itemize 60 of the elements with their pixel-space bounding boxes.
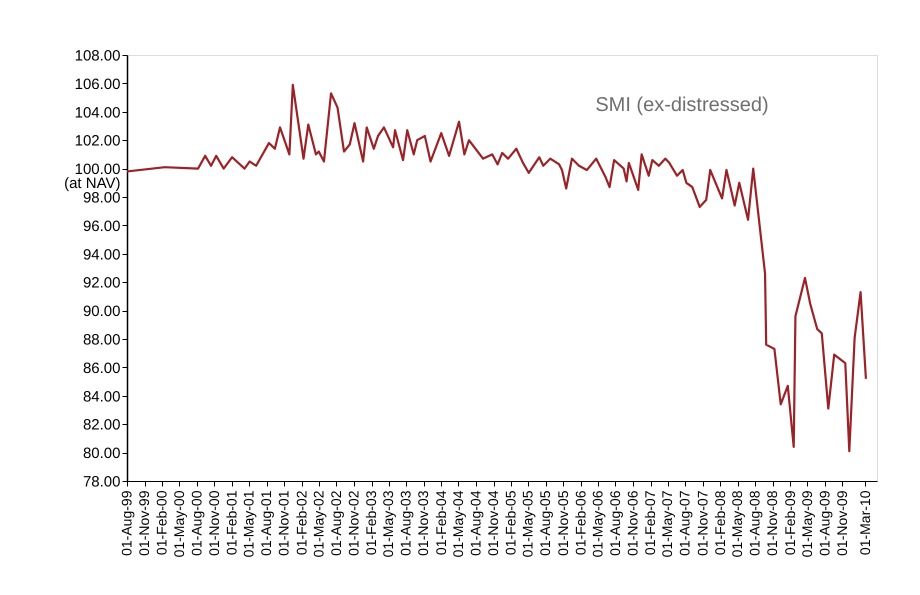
x-tick-label: 01-Aug-09 bbox=[816, 490, 832, 556]
x-tick-label: 01-May-00 bbox=[170, 490, 187, 558]
x-tick-label: 01-May-03 bbox=[380, 490, 396, 558]
y-tick-label: 80.00 bbox=[82, 445, 120, 462]
y-tick-label: 82.00 bbox=[82, 416, 120, 434]
x-tick-label: 01-Aug-08 bbox=[746, 490, 763, 556]
x-tick-label: 01-Nov-00 bbox=[206, 490, 222, 556]
y-tick-label: 102.00 bbox=[74, 132, 120, 150]
y-tick-label: 108.00 bbox=[74, 48, 120, 64]
x-tick-label: 01-Aug-01 bbox=[258, 490, 274, 556]
x-tick-label: 01-Mar-10 bbox=[856, 490, 873, 556]
y-tick-label: 96.00 bbox=[82, 218, 120, 235]
y-tick-label: 86.00 bbox=[82, 360, 120, 377]
x-tick-label: 01-Feb-06 bbox=[572, 490, 588, 556]
y-tick-label: 104.00 bbox=[74, 104, 120, 122]
x-tick-label: 01-Aug-05 bbox=[537, 490, 554, 556]
x-tick-label: 01-Feb-05 bbox=[502, 490, 519, 556]
x-tick-label: 01-Nov-07 bbox=[694, 490, 710, 556]
x-tick-label: 01-Nov-02 bbox=[345, 490, 362, 556]
x-tick-label: 01-Nov-04 bbox=[485, 490, 502, 556]
x-tick-label: 01-Feb-00 bbox=[154, 490, 170, 556]
y-tick-label: 84.00 bbox=[82, 388, 120, 406]
x-tick-label: 01-Aug-99 bbox=[118, 490, 134, 556]
y-tick-label: 106.00 bbox=[74, 76, 120, 93]
x-tick-label: 01-May-06 bbox=[589, 490, 606, 558]
x-tick-label: 01-May-05 bbox=[520, 490, 536, 558]
x-tick-label: 01-Feb-01 bbox=[224, 490, 240, 556]
text: SMI (ex-distressed) bbox=[595, 94, 769, 116]
line-series bbox=[127, 84, 868, 452]
x-tick-label: 01-Aug-00 bbox=[188, 490, 204, 556]
x-tick-label: 01-Feb-04 bbox=[432, 490, 449, 556]
x-tick-label: 01-Aug-04 bbox=[468, 490, 484, 556]
x-tick-label: 01-Feb-07 bbox=[642, 490, 658, 556]
x-tick-label: 01-Nov-06 bbox=[624, 490, 641, 556]
y-tick-label: 90.00 bbox=[82, 303, 120, 320]
x-tick-label: 01-Aug-07 bbox=[676, 490, 693, 556]
x-tick-label: 01-Nov-01 bbox=[276, 490, 292, 556]
y-tick-label: 88.00 bbox=[82, 332, 120, 348]
x-tick-label: 01-Feb-09 bbox=[782, 490, 798, 556]
x-tick-label: 01-Aug-06 bbox=[606, 490, 623, 556]
x-tick-label: 01-May-07 bbox=[659, 490, 676, 558]
x-tick-label: 01-Nov-08 bbox=[764, 490, 780, 556]
y-tick-label: 94.00 bbox=[82, 246, 120, 264]
x-tick-label: 01-Feb-08 bbox=[712, 490, 728, 556]
x-tick-label: 01-Aug-03 bbox=[398, 490, 414, 556]
x-tick-label: 01-Nov-03 bbox=[415, 490, 432, 556]
y-tick-label: 78.00 bbox=[82, 474, 120, 490]
x-tick-label: 01-Nov-09 bbox=[834, 490, 850, 556]
y-tick-label: 92.00 bbox=[82, 274, 120, 292]
x-tick-label: 01-Feb-03 bbox=[363, 490, 380, 556]
x-tick-label: 01-Nov-99 bbox=[136, 490, 152, 556]
x-tick-label: 01-May-04 bbox=[450, 490, 466, 558]
x-tick-label: 01-Nov-05 bbox=[554, 490, 571, 556]
x-tick-label: 01-Aug-02 bbox=[328, 490, 344, 556]
x-tick-label: 01-May-08 bbox=[729, 490, 746, 558]
x-tick-label: 01-May-01 bbox=[240, 490, 257, 558]
x-tick-label: 01-Feb-02 bbox=[293, 490, 310, 556]
y-tick-label: 100.00 (at NAV) bbox=[64, 161, 120, 192]
x-tick-label: 01-May-09 bbox=[798, 490, 815, 558]
x-tick-label: 01-May-02 bbox=[310, 490, 326, 558]
